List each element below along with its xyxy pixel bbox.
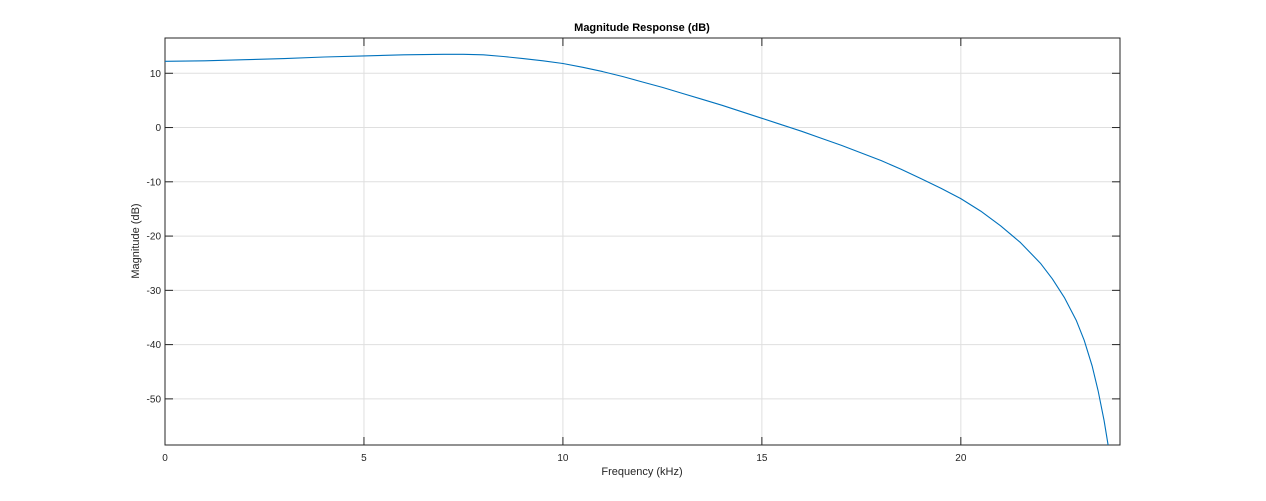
y-tick-label: 0 bbox=[155, 123, 161, 134]
x-tick-label: 15 bbox=[756, 453, 768, 464]
plot-area-frame bbox=[164, 37, 1121, 446]
y-tick-label: -40 bbox=[147, 340, 162, 351]
x-tick-label: 20 bbox=[955, 453, 967, 464]
y-axis-label: Magnitude (dB) bbox=[130, 203, 142, 278]
y-tick-label: -10 bbox=[147, 177, 162, 188]
magnitude-response-line bbox=[164, 53, 1109, 446]
y-tick-label: -20 bbox=[147, 232, 162, 243]
series-layer bbox=[164, 53, 1109, 446]
x-tick-label: 10 bbox=[557, 453, 569, 464]
x-tick-label: 5 bbox=[361, 453, 367, 464]
grid bbox=[164, 38, 1120, 445]
chart-title: Magnitude Response (dB) bbox=[574, 22, 710, 34]
x-tick-label: 0 bbox=[162, 453, 168, 464]
y-tick-label: -30 bbox=[147, 286, 162, 297]
x-axis-label: Frequency (kHz) bbox=[601, 466, 682, 478]
y-tick-label: 10 bbox=[150, 69, 162, 80]
tick-layer: 0 5 10 15 20 10 0 -10 -20 -30 -40 -50 bbox=[147, 38, 1120, 464]
y-tick-label: -50 bbox=[147, 394, 162, 405]
